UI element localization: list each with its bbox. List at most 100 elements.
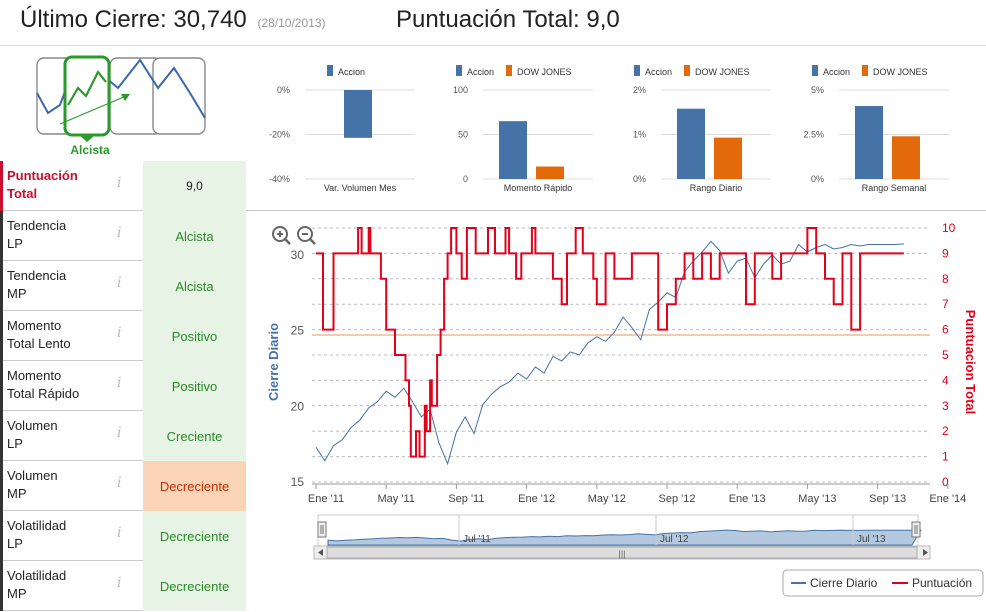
bar [892, 136, 920, 179]
indicator-label-line2: MP [7, 586, 27, 601]
trend-label: Alcista [70, 143, 110, 157]
zoom-out-icon[interactable] [297, 226, 316, 245]
info-icon[interactable]: i [117, 325, 122, 341]
indicator-row: Momento Total Rápido i Positivo [0, 361, 246, 411]
y-tick-right: 8 [942, 272, 949, 286]
navigator[interactable]: Jul '11 Jul '12 Jul '13 [317, 514, 922, 548]
indicator-label-line1: Momento [7, 318, 62, 333]
indicator-label: Volatilidad MP [0, 561, 143, 611]
indicator-label-line1: Volumen [7, 468, 58, 483]
y-tick-label: 5% [811, 85, 824, 95]
x-tick-label: Ene '14 [929, 493, 966, 505]
mini-chart: Accion DOW JONES 2% 1% 0% Rango Diario [633, 65, 771, 193]
x-tick-label: May '13 [798, 493, 836, 505]
y-tick-right: 3 [942, 399, 949, 413]
indicator-label-line2: MP [7, 486, 27, 501]
trend-icon [36, 55, 206, 142]
legend-label: Accion [645, 67, 672, 77]
series-score-line [316, 227, 904, 458]
y-tick-right: 2 [942, 424, 949, 438]
scroll-left-arrow-icon[interactable] [318, 549, 323, 556]
last-close-label: Último Cierre: [20, 6, 167, 33]
y-tick-label: 1% [633, 130, 646, 140]
indicator-row: Volumen LP i Creciente [0, 411, 246, 461]
navigator-handle[interactable] [911, 521, 921, 538]
indicator-label-line2: Total Lento [7, 336, 71, 351]
info-icon[interactable]: i [117, 525, 122, 541]
y-tick-right: 6 [942, 323, 949, 337]
y-tick-label: 50 [458, 130, 468, 140]
legend-label: Accion [823, 67, 850, 77]
indicator-row: Volumen MP i Decreciente [0, 461, 246, 511]
legend-swatch [634, 65, 640, 76]
y-tick-right: 1 [942, 450, 949, 464]
mini-chart: Accion DOW JONES 5% 2.5% 0% Rango Semanal [803, 65, 949, 193]
info-icon[interactable]: i [117, 375, 122, 391]
legend-swatch [812, 65, 818, 76]
y-tick-right: 5 [942, 348, 949, 362]
indicator-label-line2: LP [7, 236, 23, 251]
legend-swatch [862, 65, 868, 76]
info-icon[interactable]: i [117, 475, 122, 491]
indicator-row: Tendencia LP i Alcista [0, 211, 246, 261]
indicator-value: 9,0 [143, 161, 246, 211]
x-tick-label: Ene '12 [518, 493, 555, 505]
bar [855, 106, 883, 179]
zoom-in-icon[interactable] [272, 226, 291, 245]
indicator-table: Puntuación Total i 9,0 Tendencia LP i Alcista Te… [0, 161, 246, 611]
y-tick-label: -40% [269, 174, 290, 184]
indicator-label: Momento Total Rápido [0, 361, 143, 411]
y-axis-left-title: Cierre Diario [266, 323, 281, 401]
info-icon[interactable]: i [117, 225, 122, 241]
indicator-value: Positivo [143, 311, 246, 361]
indicator-label: Volumen MP [0, 461, 143, 511]
indicator-label-line2: LP [7, 536, 23, 551]
navigator-handle[interactable] [317, 521, 327, 538]
legend-label: Accion [338, 67, 365, 77]
navigator-tick: Jul '11 [463, 534, 491, 545]
indicator-label-line1: Tendencia [7, 218, 67, 233]
category-label: Var. Volumen Mes [324, 183, 397, 193]
indicator-label: Momento Total Lento [0, 311, 143, 361]
info-icon[interactable]: i [117, 425, 122, 441]
y-tick-label: -20% [269, 130, 290, 140]
last-close: Último Cierre: 30,740 (28/10/2013) [20, 6, 326, 34]
y-tick-right: 7 [942, 297, 949, 311]
legend-label: Puntuación [912, 576, 972, 590]
mini-chart: Accion DOW JONES 100 50 0 Momento Rápido [453, 65, 593, 193]
scroll-right-arrow-icon[interactable] [923, 549, 928, 556]
x-tick-label: Sep '11 [448, 493, 484, 505]
y-tick-label: 100 [453, 85, 468, 95]
main-chart: 15 20 25 30 0 1 2 3 4 5 6 7 8 9 10 Cierre Diario Puntuac… [266, 221, 984, 597]
last-close-value: 30,740 [173, 6, 247, 33]
info-icon[interactable]: i [117, 175, 122, 191]
scrollbar[interactable]: ||| [313, 545, 931, 560]
mini-bar-charts: Accion 0% -20% -40% Var. Volumen Mes Accion DO… [269, 65, 949, 193]
navigator-tick: Jul '12 [660, 534, 689, 545]
total-score-value: 9,0 [586, 6, 620, 33]
legend-label: DOW JONES [695, 67, 750, 77]
indicator-label-line1: Puntuación [7, 168, 78, 183]
info-icon[interactable]: i [117, 575, 122, 591]
y-tick-left: 20 [291, 399, 305, 413]
indicator-label: Volumen LP [0, 411, 143, 461]
indicator-value: Alcista [143, 261, 246, 311]
indicator-label-line1: Volatilidad [7, 568, 67, 583]
y-tick-right: 10 [942, 221, 956, 235]
divider [0, 210, 986, 211]
indicator-row: Puntuación Total i 9,0 [0, 161, 246, 211]
indicator-row: Tendencia MP i Alcista [0, 261, 246, 311]
indicator-label-line2: Total Rápido [7, 386, 80, 401]
info-icon[interactable]: i [117, 275, 122, 291]
indicator-label: Tendencia LP [0, 211, 143, 261]
x-tick-label: Sep '12 [659, 493, 696, 505]
bar [536, 166, 564, 179]
bar [677, 108, 705, 179]
y-tick-left: 25 [291, 324, 305, 338]
mini-chart: Accion 0% -20% -40% Var. Volumen Mes [269, 65, 415, 193]
indicator-label-line2: MP [7, 286, 27, 301]
legend-swatch [327, 65, 333, 76]
x-tick-label: Ene '11 [308, 493, 344, 505]
y-tick-left: 15 [291, 475, 305, 489]
scrollbar-grip-icon: ||| [618, 549, 625, 559]
